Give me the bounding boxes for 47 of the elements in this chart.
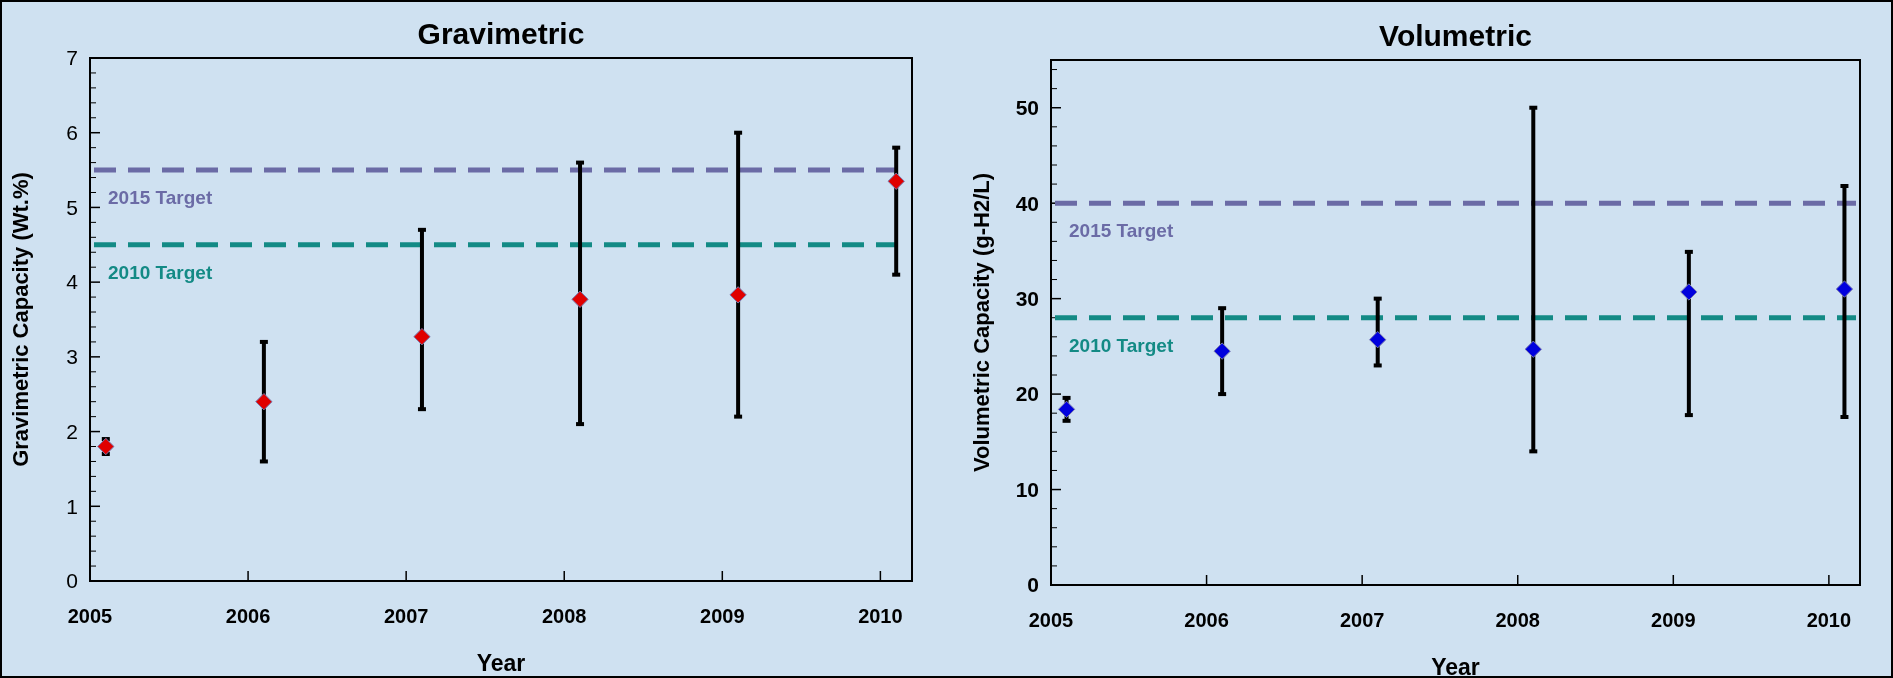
x-tick-label: 2005 <box>67 605 113 627</box>
chart-title: Volumetric <box>1379 19 1532 52</box>
x-tick-label: 2009 <box>700 605 745 627</box>
y-tick-label: 2 <box>66 419 78 443</box>
point <box>1680 283 1698 301</box>
x-tick-label: 2010 <box>858 605 903 627</box>
point <box>1524 340 1542 358</box>
y-tick-label: 5 <box>66 195 78 219</box>
y-tick-label: 20 <box>1015 382 1039 406</box>
x-tick-label: 2010 <box>1806 609 1852 631</box>
chart-title: Gravimetric <box>417 17 585 50</box>
y-tick-label: 6 <box>66 121 78 145</box>
y-tick-label: 40 <box>1015 191 1039 215</box>
y-tick-label: 50 <box>1015 96 1039 120</box>
x-tick-label: 2008 <box>541 605 587 627</box>
ref-line-label: 2010 Target <box>108 261 213 283</box>
x-tick-label: 2007 <box>383 605 429 627</box>
y-axis-title: Gravimetric Capacity (Wt.%) <box>8 172 33 467</box>
y-tick-label: 7 <box>66 46 78 70</box>
point <box>887 172 905 190</box>
y-axis-title: Volumetric Capacity (g-H2/L) <box>969 172 994 473</box>
point <box>1835 280 1854 298</box>
x-tick-label: 2008 <box>1495 609 1540 631</box>
ref-line-label: 2010 Target <box>1069 334 1174 356</box>
point <box>1369 331 1387 349</box>
y-tick-label: 0 <box>1027 573 1039 597</box>
x-tick-label: 2006 <box>1184 609 1229 631</box>
ref-line-label: 2015 Target <box>108 187 213 209</box>
y-tick-label: 3 <box>66 345 78 369</box>
y-tick-label: 30 <box>1015 286 1039 310</box>
y-tick-label: 0 <box>66 569 78 593</box>
x-axis-title: Year <box>476 650 526 676</box>
ref-line-label: 2015 Target <box>1069 220 1174 242</box>
x-tick-label: 2009 <box>1651 609 1696 631</box>
point <box>729 286 747 304</box>
point <box>413 328 431 346</box>
x-tick-label: 2005 <box>1028 609 1074 631</box>
x-axis-title: Year <box>1431 654 1480 678</box>
point <box>571 290 589 308</box>
point <box>1213 342 1231 360</box>
y-tick-label: 4 <box>66 270 79 294</box>
x-tick-label: 2006 <box>225 605 271 627</box>
point <box>255 393 273 411</box>
point <box>97 437 115 456</box>
x-tick-label: 2007 <box>1339 609 1385 631</box>
y-tick-label: 1 <box>66 494 78 518</box>
y-tick-label: 10 <box>1015 477 1039 501</box>
